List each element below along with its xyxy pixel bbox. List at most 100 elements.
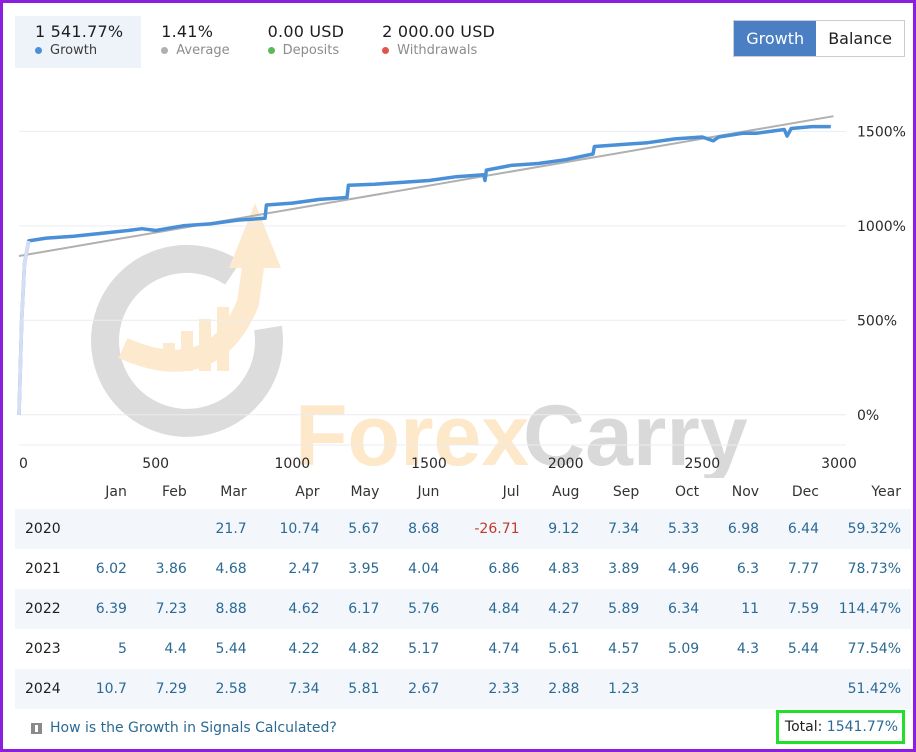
- month-cell: 7.23: [136, 589, 197, 629]
- stat-label: Deposits: [282, 43, 340, 58]
- month-cell: 6.17: [329, 589, 390, 629]
- year-cell: 2022: [15, 589, 77, 629]
- month-cell: 2.67: [389, 669, 450, 709]
- x-tick-label: 500: [142, 456, 169, 472]
- growth-tab[interactable]: Growth: [734, 21, 817, 56]
- total-value: 1541.77%: [826, 719, 898, 735]
- year-total-cell: 77.54%: [847, 641, 901, 657]
- column-header: Aug: [552, 484, 580, 500]
- month-cell: 2.47: [288, 561, 320, 577]
- stat-deposits[interactable]: 0.00 USD Deposits: [248, 16, 363, 68]
- month-cell: 6.39: [77, 589, 137, 629]
- month-cell: 5.44: [215, 641, 247, 657]
- month-cell: 6.34: [649, 589, 710, 629]
- column-header: Mar: [220, 484, 247, 500]
- month-cell: 4.68: [215, 561, 247, 577]
- month-cell: 4.27: [529, 589, 590, 629]
- month-cell: 3.86: [155, 561, 187, 577]
- x-tick-label: 1500: [411, 456, 447, 472]
- column-header: Sep: [612, 484, 640, 500]
- month-cell: 4.84: [449, 589, 530, 629]
- stat-value: 1 541.77%: [35, 22, 124, 41]
- x-axis: 0 500 1000 1500 2000 2500 3000: [19, 456, 857, 472]
- month-cell: 5.76: [389, 589, 450, 629]
- stat-growth[interactable]: 1 541.77% Growth: [15, 16, 142, 68]
- month-cell: 8.88: [196, 589, 257, 629]
- month-cell: [709, 669, 770, 709]
- month-cell: 4.74: [488, 641, 520, 657]
- month-cell: 6.44: [769, 509, 829, 549]
- stat-withdrawals[interactable]: 2 000.00 USD Withdrawals: [362, 16, 513, 68]
- y-tick-label: 0%: [857, 408, 879, 424]
- month-cell: 11: [709, 589, 770, 629]
- table-row: 2023 5 4.4 5.44 4.22 4.82 5.17 4.74 5.61 4.57 5.09…: [15, 629, 911, 669]
- month-cell: 4.96: [668, 561, 700, 577]
- series-layer: [17, 115, 834, 415]
- month-cell: 7.34: [589, 509, 650, 549]
- month-cell: 6.86: [488, 561, 520, 577]
- watermark-text: Carry: [523, 388, 748, 478]
- watermark-text: Forex: [295, 388, 529, 478]
- growth-info-link[interactable]: How is the Growth in Signals Calculated?: [31, 720, 337, 736]
- month-cell: 7.29: [136, 669, 197, 709]
- view-toggle: Growth Balance: [733, 20, 905, 57]
- month-cell: 4.22: [288, 641, 320, 657]
- month-cell: 4.83: [548, 561, 580, 577]
- link-text: How is the Growth in Signals Calculated?: [50, 720, 337, 736]
- month-cell: 5.67: [329, 509, 390, 549]
- year-total-cell: 51.42%: [829, 669, 911, 709]
- year-cell: 2024: [15, 669, 77, 709]
- watermark-logo: [91, 203, 283, 437]
- stat-value: 1.41%: [161, 22, 214, 41]
- table-row: 2020 21.7 10.74 5.67 8.68 -26.71 9.12 7.34 5.33 6…: [15, 509, 911, 549]
- legend-dot-icon: [382, 47, 390, 54]
- month-cell: 6.98: [709, 509, 770, 549]
- column-header: Jul: [502, 484, 520, 500]
- legend-dot-icon: [161, 47, 169, 54]
- stats-bar: 1 541.77% Growth 1.41% Average 0.00 USD …: [15, 16, 513, 68]
- month-cell: 4.82: [348, 641, 380, 657]
- grid: [19, 130, 846, 446]
- month-cell: 7.59: [769, 589, 829, 629]
- info-icon: [31, 722, 42, 734]
- table-row: 2022 6.39 7.23 8.88 4.62 6.17 5.76 4.84 4.27 5.89…: [15, 589, 911, 629]
- column-header: Jan: [105, 484, 127, 500]
- month-cell: [649, 669, 710, 709]
- year-cell: 2021: [25, 561, 61, 577]
- stat-value: 0.00 USD: [267, 22, 345, 41]
- month-cell: 5: [117, 641, 127, 657]
- column-header: Feb: [161, 484, 187, 500]
- month-cell: 10.7: [77, 669, 137, 709]
- x-tick-label: 3000: [821, 456, 857, 472]
- x-tick-label: 2500: [685, 456, 721, 472]
- month-cell: 5.61: [548, 641, 580, 657]
- year-total-cell: 78.73%: [847, 561, 901, 577]
- growth-ramp-segment: [17, 240, 31, 415]
- month-cell: 2.88: [529, 669, 590, 709]
- column-header: Oct: [674, 484, 700, 500]
- month-cell: 3.89: [608, 561, 640, 577]
- column-header: Apr: [295, 484, 320, 500]
- growth-chart: Forex Carry 0% 500% 1000% 1500% 0 500 1000 150…: [3, 83, 916, 478]
- month-cell: 6.3: [736, 561, 760, 577]
- month-cell: 9.12: [529, 509, 590, 549]
- month-cell: 3.95: [348, 561, 380, 577]
- balance-tab[interactable]: Balance: [816, 21, 904, 56]
- year-total-cell: 59.32%: [829, 509, 911, 549]
- growth-series-line: [17, 124, 831, 415]
- stat-label: Withdrawals: [397, 43, 478, 58]
- month-cell: 21.7: [196, 509, 257, 549]
- month-cell: 5.09: [668, 641, 700, 657]
- month-cell: 5.17: [408, 641, 440, 657]
- stat-average[interactable]: 1.41% Average: [141, 16, 247, 68]
- year-cell: 2020: [15, 509, 77, 549]
- month-cell: 4.04: [408, 561, 440, 577]
- month-cell: 6.02: [95, 561, 127, 577]
- month-cell: 1.23: [589, 669, 650, 709]
- month-cell: 4.4: [164, 641, 187, 657]
- month-cell: 4.3: [736, 641, 760, 657]
- year-total-cell: 114.47%: [829, 589, 911, 629]
- column-header: Dec: [791, 484, 819, 500]
- month-cell: 5.81: [329, 669, 390, 709]
